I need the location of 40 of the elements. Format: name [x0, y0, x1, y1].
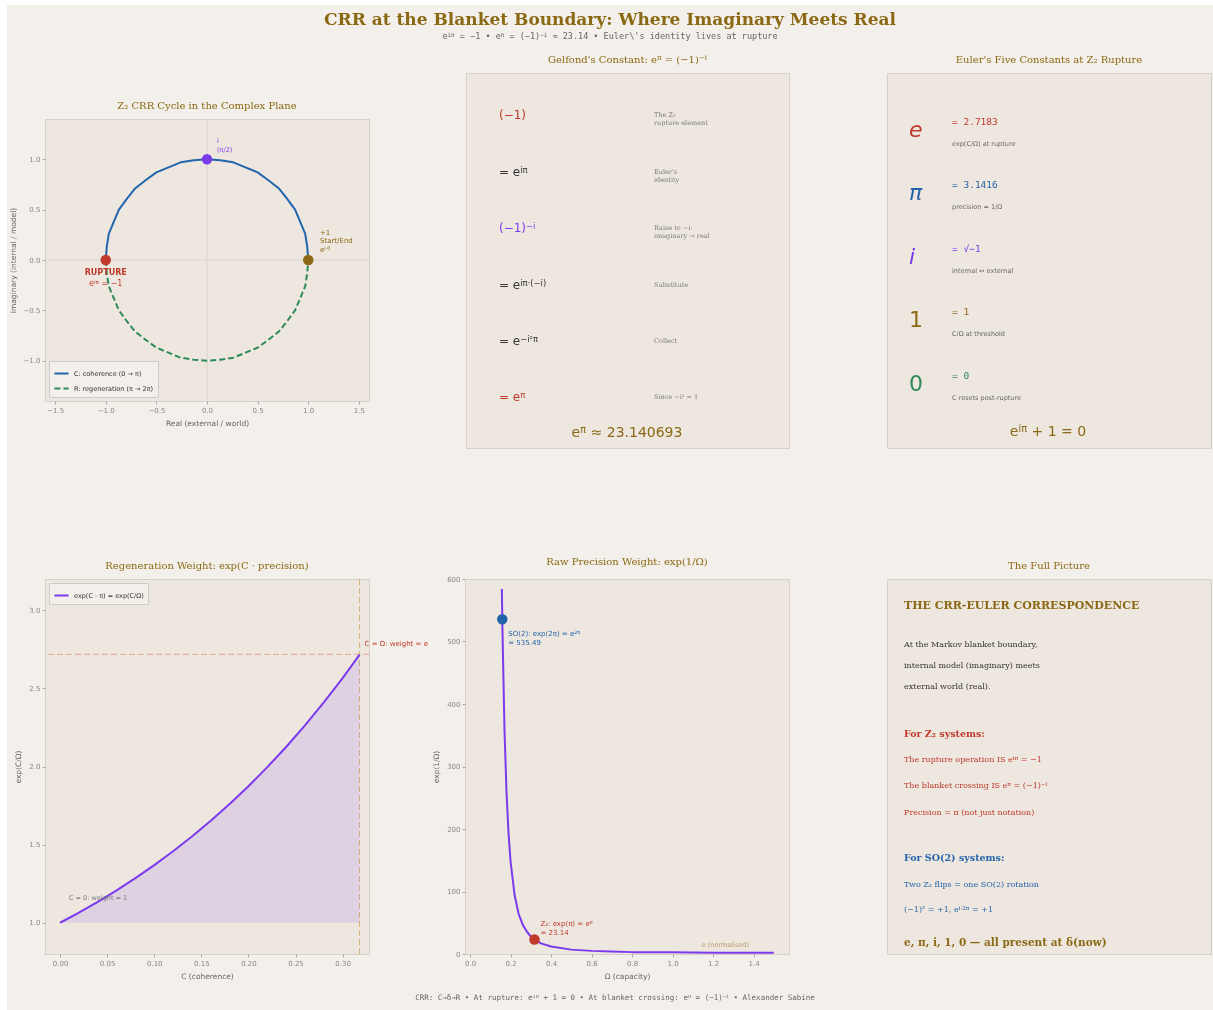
- text: = e$^{−i²π}$: [499, 333, 539, 348]
- text: CRR at the Blanket Boundary: Where Imaginary Meets Real: [324, 8, 897, 29]
- text: = e$^{π}$: [499, 389, 526, 404]
- text: i: [909, 244, 916, 269]
- text: (−1)² = +1, e$^{i·2π}$ = +1: [904, 904, 994, 914]
- text: 1: [909, 307, 923, 332]
- text: e$^{π}$ ≈ 23.140693: [571, 424, 683, 440]
- text: (−1)$^{−i}$: [499, 220, 536, 235]
- text: Precision = π (not just notation): [904, 808, 1035, 817]
- text: 0: [909, 371, 923, 396]
- text: e$^{iπ}$ + 1 = 0: [1009, 423, 1087, 439]
- text: e: [909, 117, 923, 142]
- annotation: e$^{iπ}$ = −1: [89, 278, 123, 288]
- text: For SO(2) systems:: [904, 852, 1005, 863]
- chart-title: Regeneration Weight: exp(C · precision): [105, 559, 309, 571]
- text: The rupture operation IS e$^{iπ}$ = −1: [904, 754, 1042, 764]
- text: = 2.7183: [952, 116, 998, 127]
- text: π: [909, 180, 923, 205]
- text: external world (real).: [904, 682, 991, 691]
- text: = 0: [952, 370, 970, 381]
- text: internal model (imaginary) meets: [904, 661, 1040, 670]
- text: e, π, i, 1, 0 — all present at δ(now): [904, 936, 1107, 948]
- text: = √−1: [952, 243, 981, 254]
- text: = e$^{iπ·(−i)}$: [499, 277, 547, 292]
- text: = e$^{iπ}$: [499, 164, 528, 179]
- text: At the Markov blanket boundary,: [903, 640, 1038, 649]
- text: e$^{iπ}$ = −1 • e$^{π}$ = (−1)$^{−i}$ ≈ 23.14 • Euler\'s identity lives at rupture: [442, 30, 778, 41]
- text: The blanket crossing IS e$^{π}$ = (−1)$^{−i}$: [904, 780, 1048, 790]
- text: For Z₂ systems:: [904, 728, 985, 739]
- text: THE CRR-EULER CORRESPONDENCE: [904, 599, 1140, 612]
- text: The Full Picture: [1008, 560, 1090, 571]
- text: = 1: [952, 306, 970, 317]
- chart-title: Z₂ CRR Cycle in the Complex Plane: [117, 99, 297, 111]
- line-series: [500, 588, 775, 954]
- chart-title: Raw Precision Weight: exp(1/Ω): [546, 556, 708, 567]
- text: (−1): [499, 108, 527, 122]
- text: Gelfond's Constant: e$^{π}$ = (−1)$^{−i}$: [548, 54, 708, 65]
- text: Euler's Five Constants at Z₂ Rupture: [955, 54, 1143, 65]
- text: Two Z₂ flips = one SO(2) rotation: [904, 880, 1040, 889]
- text: = 3.1416: [952, 179, 999, 190]
